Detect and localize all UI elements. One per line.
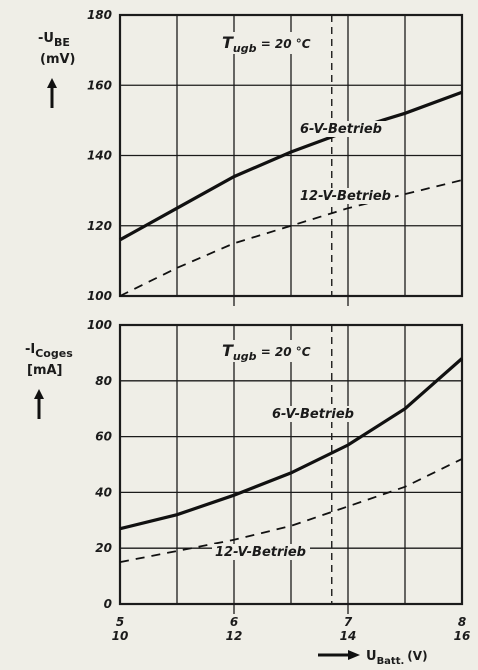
x-tick-label-bottom: 12 xyxy=(226,629,243,643)
y-axis-arrowhead xyxy=(34,389,44,399)
y-tick-label: 100 xyxy=(87,318,112,332)
series-label-background xyxy=(212,544,310,560)
plot-frame xyxy=(118,323,464,606)
y-tick-label: 120 xyxy=(87,219,112,233)
y-tick-label: 80 xyxy=(95,374,112,388)
annotation-temperature: Tugb = 20 °C xyxy=(222,341,311,363)
y-tick-label: 180 xyxy=(87,8,112,22)
y-tick-label: 40 xyxy=(94,485,112,499)
series-label: 6-V-Betrieb xyxy=(272,407,354,422)
plot-frame xyxy=(118,13,464,298)
series-label-background xyxy=(297,188,395,204)
series-line-1 xyxy=(119,357,464,531)
x-tick-label-bottom: 14 xyxy=(340,629,357,643)
series-label-background xyxy=(297,121,395,137)
x-tick-label-top: 5 xyxy=(116,615,124,629)
series-label: 12-V-Betrieb xyxy=(300,189,391,204)
annotation-background xyxy=(218,32,328,54)
series-line-2 xyxy=(119,458,463,563)
chart-1: 100 120 140 160 180 6-V-Betrieb 12-V-Betrieb Tu… xyxy=(38,8,464,306)
chart-2: 0 20 40 60 80 100 6-V-Betrieb 12-V-Betrieb Tugb … xyxy=(25,318,470,667)
y-tick-label: 160 xyxy=(87,78,112,92)
x-tick-label-top: 6 xyxy=(230,615,238,629)
y-axis-unit: [mA] xyxy=(27,363,63,378)
x-axis-label: UBatt. (V) xyxy=(366,649,428,667)
y-tick-label: 140 xyxy=(87,149,112,163)
y-tick-label: 0 xyxy=(104,597,112,611)
y-axis-arrowhead xyxy=(47,78,57,88)
series-label: 6-V-Betrieb xyxy=(300,122,382,137)
x-tick-label-top: 8 xyxy=(458,615,466,629)
y-axis-label: -ICoges xyxy=(25,342,73,360)
x-tick-label-bottom: 10 xyxy=(112,629,129,643)
y-axis-label: -UBE xyxy=(38,31,70,49)
annotation-background xyxy=(218,340,328,362)
x-tick-label-bottom: 16 xyxy=(454,629,471,643)
series-line-1 xyxy=(119,90,463,242)
y-tick-label: 60 xyxy=(95,430,112,444)
y-axis-unit: (mV) xyxy=(40,52,76,67)
series-label: 12-V-Betrieb xyxy=(215,545,306,560)
series-label-background xyxy=(269,406,367,422)
annotation-temperature: Tugb = 20 °C xyxy=(222,33,311,55)
y-tick-label: 20 xyxy=(95,541,112,555)
x-tick-label-top: 7 xyxy=(344,615,353,629)
y-tick-label: 100 xyxy=(87,289,112,303)
x-axis-arrowhead xyxy=(348,650,360,660)
